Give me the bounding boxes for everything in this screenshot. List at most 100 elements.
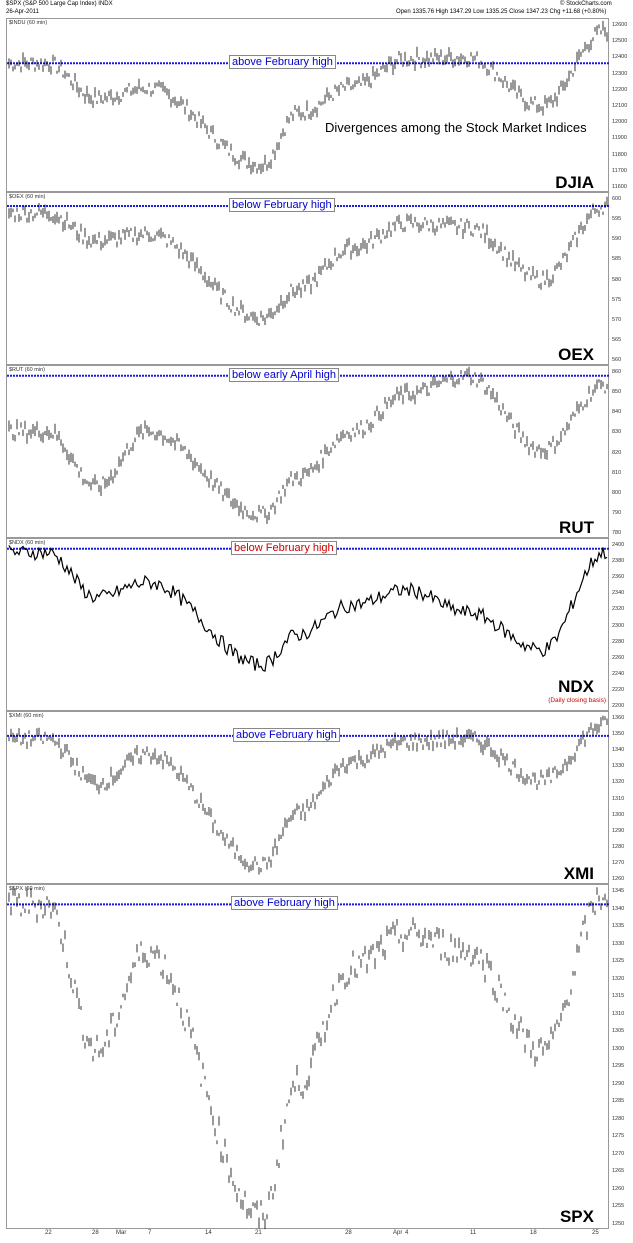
y-tick-label: 1290 (612, 1080, 625, 1087)
y-tick-label: 2340 (612, 590, 625, 597)
y-tick-label: 570 (612, 316, 622, 323)
y-tick-label: 1350 (612, 731, 625, 738)
panel-tag: $INDU (60 min) (9, 20, 48, 26)
chart-headline: Divergences among the Stock Market Indic… (325, 120, 587, 135)
price-plot-spx (7, 886, 610, 1230)
price-plot-oex (7, 196, 610, 326)
y-tick-label: 800 (612, 489, 622, 496)
y-tick-label: 12200 (612, 86, 628, 93)
panel-tag: $OEX (60 min) (9, 194, 46, 200)
y-tick-label: 1255 (612, 1203, 625, 1210)
y-tick-label: 2300 (612, 622, 625, 629)
y-tick-label: 2280 (612, 638, 625, 645)
panel-djia: $INDU (60 min) above February high DJIA (6, 18, 610, 192)
panel-tag: $NDX (60 min) (9, 540, 46, 546)
y-tick-label: 1275 (612, 1133, 625, 1140)
y-tick-label: 575 (612, 296, 622, 303)
y-tick-label: 1335 (612, 923, 625, 930)
y-tick-label: 12600 (612, 22, 628, 28)
y-tick-label: 2320 (612, 606, 625, 613)
y-tick-label: 12500 (612, 38, 628, 45)
y-tick-label: 2400 (612, 542, 625, 548)
ohlc-readout: Open 1335.76 High 1347.29 Low 1335.25 Cl… (396, 9, 607, 15)
y-tick-label: 1260 (612, 876, 625, 882)
y-tick-label: 1285 (612, 1098, 625, 1105)
y-tick-label: 1250 (612, 1221, 625, 1227)
y-tick-label: 780 (612, 530, 622, 536)
y-tick-label: 580 (612, 276, 622, 283)
y-tick-label: 1265 (612, 1168, 625, 1175)
y-tick-label: 12300 (612, 70, 628, 77)
y-tick-label: 11800 (612, 151, 627, 158)
y-tick-label: 1330 (612, 763, 625, 770)
y-tick-label: 2360 (612, 574, 625, 581)
x-tick-label: 25 (592, 1230, 599, 1236)
y-tick-label: 1280 (612, 1115, 625, 1122)
chart-date: 26-Apr-2011 (6, 9, 39, 15)
y-tick-label: 11600 (612, 184, 627, 190)
y-tick-label: 585 (612, 256, 622, 263)
series-line (8, 545, 608, 672)
y-tick-label: 1345 (612, 888, 625, 894)
index-label: OEX (558, 345, 594, 364)
y-tick-label: 1320 (612, 975, 625, 982)
y-tick-label: 11900 (612, 135, 627, 142)
y-tick-label: 1325 (612, 958, 625, 965)
index-label: NDX (558, 677, 594, 696)
y-tick-label: 1300 (612, 1045, 625, 1052)
y-tick-label: 2260 (612, 654, 625, 661)
y-tick-label: 1260 (612, 1185, 625, 1192)
y-tick-label: 1300 (612, 811, 625, 818)
index-sublabel: (Daily closing basis) (548, 697, 606, 704)
y-tick-label: 595 (612, 216, 622, 223)
y-tick-label: 840 (612, 409, 622, 416)
y-tick-label: 810 (612, 469, 622, 476)
y-tick-label: 860 (612, 369, 622, 375)
x-tick-label: 21 (255, 1230, 262, 1236)
panel-tag: $XMI (60 min) (9, 713, 44, 719)
y-tick-label: 830 (612, 429, 622, 436)
x-tick-label: 7 (148, 1230, 152, 1236)
y-tick-label: 1290 (612, 827, 625, 834)
index-name: (S&P 500 Large Cap Index) (23, 1, 97, 7)
y-tick-label: 11700 (612, 167, 627, 174)
annotation-box: above February high (231, 896, 338, 911)
y-tick-label: 1270 (612, 859, 625, 866)
index-label: RUT (559, 518, 594, 537)
y-tick-label: 1340 (612, 747, 625, 754)
y-tick-label: 1330 (612, 940, 625, 947)
symbol-line: $SPX (S&P 500 Large Cap Index) INDX (6, 1, 113, 7)
x-tick-label: Mar (116, 1230, 127, 1236)
y-tick-label: 2380 (612, 558, 625, 565)
panel-ndx: $NDX (60 min) below February high NDX (Dail… (6, 538, 610, 711)
y-tick-label: 12100 (612, 103, 628, 109)
index-label: XMI (563, 864, 594, 883)
annotation-box: below February high (231, 540, 337, 555)
y-tick-label: 1360 (612, 715, 625, 721)
annotation-box: below early April high (229, 367, 339, 382)
x-tick-label: Apr (393, 1230, 403, 1236)
y-tick-label: 1270 (612, 1150, 625, 1157)
y-tick-label: 2220 (612, 686, 625, 693)
y-tick-label: 560 (612, 357, 622, 363)
y-tick-label: 1310 (612, 795, 625, 802)
y-tick-label: 565 (612, 336, 622, 343)
x-tick-label: 14 (205, 1230, 212, 1236)
x-tick-label: 22 (45, 1230, 52, 1236)
y-tick-label: 1280 (612, 843, 625, 850)
x-tick-label: 28 (345, 1230, 352, 1236)
y-tick-label: 590 (612, 236, 622, 243)
index-label: DJIA (555, 173, 594, 192)
price-plot-djia (7, 20, 610, 175)
y-tick-label: 1340 (612, 905, 625, 912)
panel-spx: $SPX (60 min) above February high SPX (6, 884, 610, 1230)
annotation-box: above February high (229, 55, 336, 70)
y-tick-label: 2200 (612, 703, 625, 709)
y-tick-label: 1315 (612, 993, 625, 1000)
y-tick-label: 600 (612, 196, 622, 202)
symbol: $SPX (6, 1, 22, 7)
x-tick-label: 28 (92, 1230, 99, 1236)
panel-rut: $RUT (60 min) below early April high RUT (6, 365, 610, 538)
y-tick-label: 12400 (612, 54, 628, 61)
